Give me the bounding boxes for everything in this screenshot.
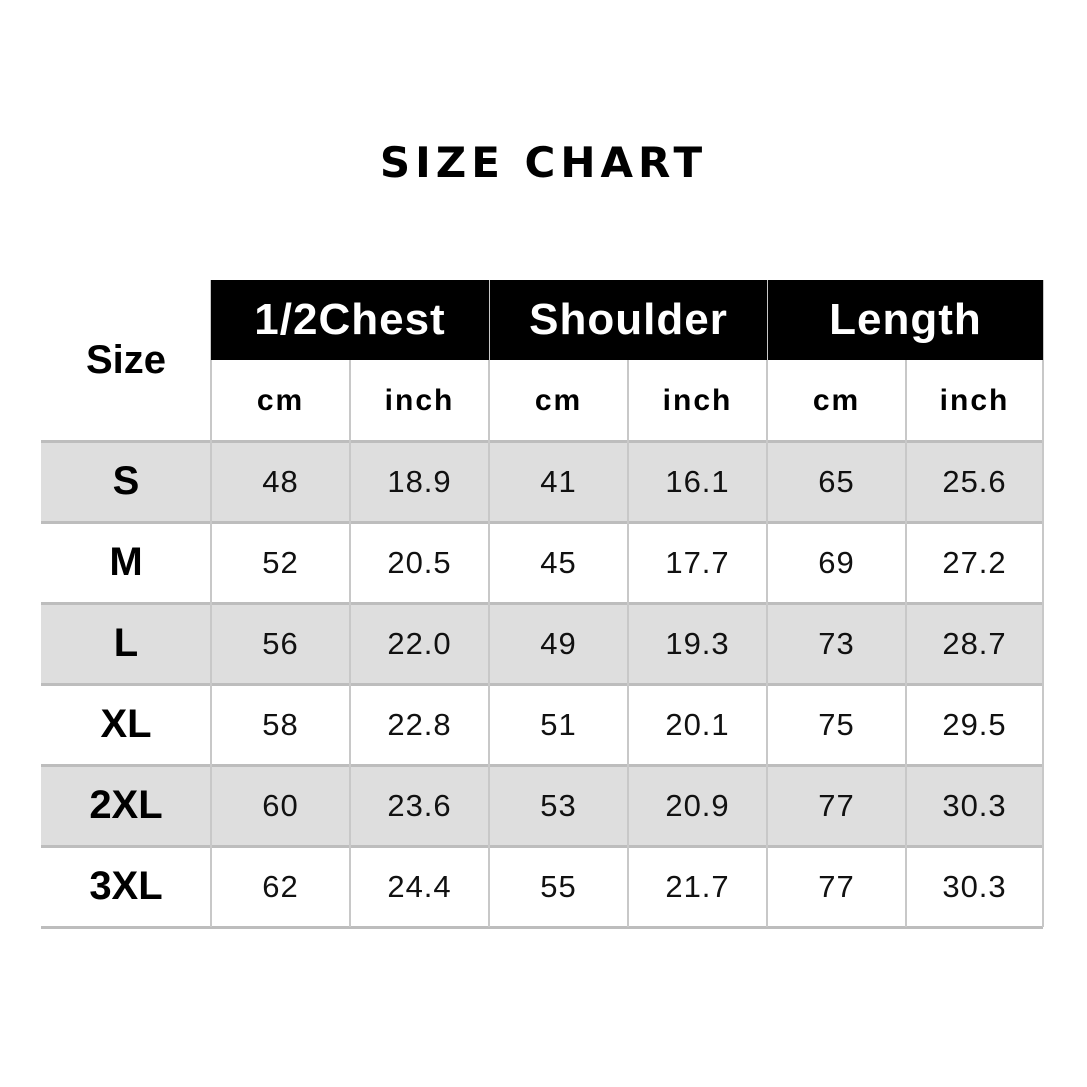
table-cell: 20.9 <box>665 787 730 823</box>
table-cell: 77 <box>818 787 855 823</box>
header-length: Length <box>768 280 1043 360</box>
header-shoulder: Shoulder <box>490 280 767 360</box>
column-divider <box>766 280 768 927</box>
table-cell: 62 <box>262 868 299 904</box>
table-cell: 52 <box>262 544 299 580</box>
table-cell: 20.1 <box>665 706 730 742</box>
table-cell: 21.7 <box>665 868 730 904</box>
table-cell: 53 <box>540 787 577 823</box>
table-cell: 60 <box>262 787 299 823</box>
table-cell: 18.9 <box>387 463 452 499</box>
table-cell: 45 <box>540 544 577 580</box>
column-divider <box>1042 280 1044 927</box>
table-cell: 22.0 <box>387 625 452 661</box>
unit-inch: inch <box>662 383 733 417</box>
table-cell: 55 <box>540 868 577 904</box>
table-cell: 30.3 <box>942 868 1007 904</box>
table-cell: 58 <box>262 706 299 742</box>
row-shade <box>41 765 1043 846</box>
size-label: 2XL <box>89 783 163 827</box>
size-label: XL <box>100 702 152 746</box>
row-divider <box>41 602 1043 605</box>
size-label: 3XL <box>89 864 163 908</box>
table-cell: 28.7 <box>942 625 1007 661</box>
column-divider <box>210 280 212 927</box>
column-divider <box>488 280 490 927</box>
row-shade <box>41 441 1043 522</box>
table-cell: 23.6 <box>387 787 452 823</box>
table-cell: 48 <box>262 463 299 499</box>
table-cell: 56 <box>262 625 299 661</box>
table-cell: 19.3 <box>665 625 730 661</box>
table-cell: 25.6 <box>942 463 1007 499</box>
size-label: M <box>109 540 143 584</box>
row-divider <box>41 845 1043 848</box>
table-cell: 73 <box>818 625 855 661</box>
table-cell: 29.5 <box>942 706 1007 742</box>
row-shade <box>41 603 1043 684</box>
row-divider <box>41 521 1043 524</box>
table-cell: 16.1 <box>665 463 730 499</box>
unit-inch: inch <box>384 383 455 417</box>
column-divider <box>349 360 351 927</box>
table-cell: 20.5 <box>387 544 452 580</box>
header-12chest: 1/2Chest <box>211 280 489 360</box>
column-divider <box>905 360 907 927</box>
size-label: S <box>112 459 140 503</box>
table-cell: 77 <box>818 868 855 904</box>
unit-cm: cm <box>812 383 861 417</box>
column-divider <box>627 360 629 927</box>
table-cell: 30.3 <box>942 787 1007 823</box>
table-cell: 51 <box>540 706 577 742</box>
unit-cm: cm <box>256 383 305 417</box>
row-divider <box>41 440 1043 443</box>
unit-inch: inch <box>939 383 1010 417</box>
table-cell: 75 <box>818 706 855 742</box>
table-cell: 22.8 <box>387 706 452 742</box>
table-cell: 69 <box>818 544 855 580</box>
table-cell: 49 <box>540 625 577 661</box>
size-header: Size <box>85 338 167 382</box>
table-cell: 17.7 <box>665 544 730 580</box>
table-cell: 27.2 <box>942 544 1007 580</box>
row-divider <box>41 926 1043 929</box>
table-cell: 65 <box>818 463 855 499</box>
row-divider <box>41 683 1043 686</box>
page-title: SIZE CHART <box>379 138 708 187</box>
size-label: L <box>113 621 139 665</box>
table-cell: 24.4 <box>387 868 452 904</box>
table-cell: 41 <box>540 463 577 499</box>
unit-cm: cm <box>534 383 583 417</box>
row-divider <box>41 764 1043 767</box>
